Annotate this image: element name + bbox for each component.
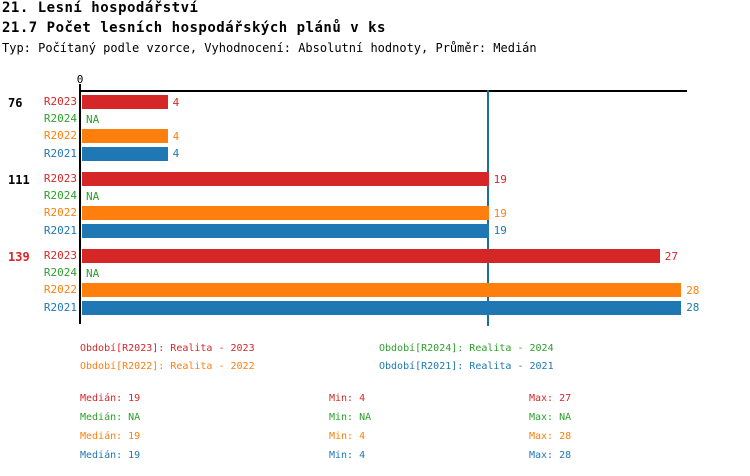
stat-min-R2022: Min: 4 xyxy=(329,431,366,442)
stat-max-R2021: Max: 28 xyxy=(529,450,572,461)
category-label-111: 111 xyxy=(8,173,30,187)
series-label-R2022: R2022 xyxy=(43,206,77,220)
y-axis-line xyxy=(79,91,81,324)
legend-item-R2022: Období[R2022]: Realita - 2022 xyxy=(80,361,255,372)
series-label-R2024: R2024 xyxy=(43,266,77,280)
bar-value-R2021-139: 28 xyxy=(686,301,700,315)
stat-median-R2021: Medián: 19 xyxy=(80,450,141,461)
page-title: 21. Lesní hospodářství xyxy=(2,0,199,16)
series-label-R2023: R2023 xyxy=(43,249,77,262)
na-value-R2024-76: NA xyxy=(86,112,100,126)
legend-item-R2023: Období[R2023]: Realita - 2023 xyxy=(80,343,255,354)
bar-R2023-76 xyxy=(82,95,168,109)
stat-median-R2022: Medián: 19 xyxy=(80,431,141,442)
bar-R2021-139 xyxy=(82,300,682,315)
bar-R2021-76 xyxy=(82,146,168,161)
na-value-R2024-139: NA xyxy=(86,266,100,280)
legend-item-R2021: Období[R2021]: Realita - 2021 xyxy=(379,361,554,372)
bar-R2023-139 xyxy=(82,249,660,263)
stat-min-R2024: Min: NA xyxy=(329,412,372,423)
stat-min-R2023: Min: 4 xyxy=(329,393,366,404)
bar-value-R2023-139: 27 xyxy=(664,249,679,263)
stat-max-R2022: Max: 28 xyxy=(529,431,572,442)
category-label-139: 139 xyxy=(8,250,30,264)
bar-value-R2022-139: 28 xyxy=(686,283,700,297)
stat-max-R2023: Max: 27 xyxy=(529,393,572,404)
bar-value-R2021-111: 19 xyxy=(493,224,507,238)
series-label-R2023: R2023 xyxy=(43,172,77,185)
axis-zero-tick xyxy=(79,84,81,90)
bar-value-R2022-111: 19 xyxy=(493,206,507,220)
bar-R2022-139 xyxy=(82,283,682,298)
series-label-R2022: R2022 xyxy=(43,129,77,143)
bar-R2022-111 xyxy=(82,206,489,221)
bar-R2021-111 xyxy=(82,223,489,238)
axis-zero-label: 0 xyxy=(76,73,84,86)
chart-title: 21.7 Počet lesních hospodářských plánů v… xyxy=(2,20,386,36)
category-label-76: 76 xyxy=(8,96,23,110)
bar-R2023-111 xyxy=(82,172,489,186)
series-label-R2024: R2024 xyxy=(43,112,77,126)
series-label-R2024: R2024 xyxy=(43,189,77,203)
x-axis-line xyxy=(79,90,687,92)
series-label-R2021: R2021 xyxy=(43,146,77,160)
na-value-R2024-111: NA xyxy=(86,189,100,203)
bar-value-R2021-76: 4 xyxy=(172,147,180,161)
stat-median-R2024: Medián: NA xyxy=(80,412,141,423)
bar-value-R2023-76: 4 xyxy=(172,95,180,109)
bar-R2022-76 xyxy=(82,129,168,144)
stat-max-R2024: Max: NA xyxy=(529,412,572,423)
legend-item-R2024: Období[R2024]: Realita - 2024 xyxy=(379,343,554,354)
bar-value-R2023-111: 19 xyxy=(493,172,507,186)
bar-value-R2022-76: 4 xyxy=(172,129,180,143)
series-label-R2021: R2021 xyxy=(43,223,77,237)
stat-median-R2023: Medián: 19 xyxy=(80,393,141,404)
series-label-R2022: R2022 xyxy=(43,283,77,297)
series-label-R2021: R2021 xyxy=(43,300,77,314)
stat-min-R2021: Min: 4 xyxy=(329,450,366,461)
chart-meta: Typ: Počítaný podle vzorce, Vyhodnocení:… xyxy=(2,41,537,55)
series-label-R2023: R2023 xyxy=(43,95,77,108)
